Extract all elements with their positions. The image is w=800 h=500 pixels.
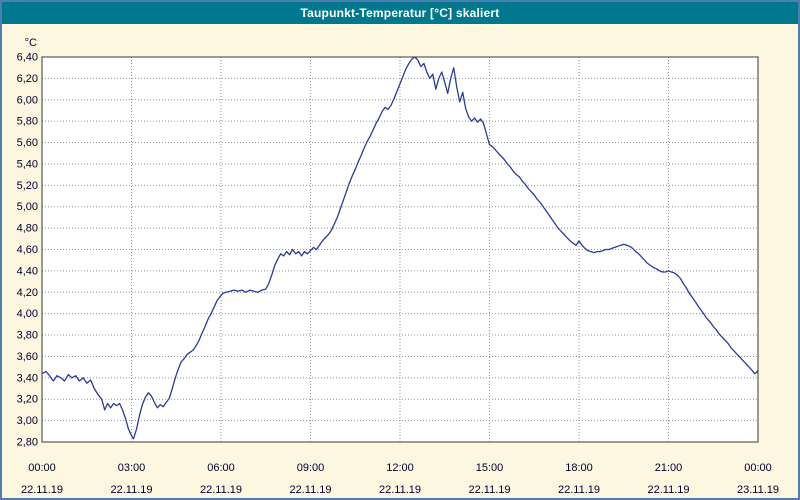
x-tick-time-label: 18:00	[565, 462, 593, 474]
x-tick-date-label: 22.11.19	[558, 484, 600, 496]
y-tick-label: 5,80	[17, 116, 38, 128]
y-tick-label: 3,60	[17, 351, 38, 363]
x-tick-time-label: 03:00	[118, 462, 146, 474]
line-chart: 2,80 3,00 3,20 3,40 3,60 3,80 4,00 4,20 4,40 4,60…	[17, 37, 779, 496]
x-tick-date-label: 22.11.19	[647, 484, 689, 496]
y-tick-label: 2,80	[17, 437, 38, 449]
y-tick-label: 3,00	[17, 415, 38, 427]
plot-border	[41, 56, 759, 443]
y-tick-label: 3,80	[17, 330, 38, 342]
x-tick-time-label: 06:00	[207, 462, 235, 474]
y-tick-label: 6,20	[17, 73, 38, 85]
y-tick-label: 4,40	[17, 265, 38, 277]
x-tick-time-label: 15:00	[476, 462, 504, 474]
x-tick-date-label: 22.11.19	[200, 484, 242, 496]
x-tick-time-label: 21:00	[655, 462, 683, 474]
x-tick-date-label: 23.11.19	[737, 484, 779, 496]
y-tick-label: 3,20	[17, 394, 38, 406]
y-tick-label: 5,20	[17, 180, 38, 192]
y-axis-unit-label: °C	[25, 37, 37, 49]
y-tick-label: 4,80	[17, 223, 38, 235]
x-tick-date-label: 22.11.19	[110, 484, 152, 496]
y-tick-label: 4,00	[17, 308, 38, 320]
y-tick-label: 6,40	[17, 52, 38, 64]
y-tick-label: 5,60	[17, 137, 38, 149]
x-tick-time-label: 00:00	[744, 462, 772, 474]
x-tick-time-label: 00:00	[28, 462, 56, 474]
y-tick-label: 4,20	[17, 287, 38, 299]
series-line	[41, 56, 759, 440]
y-tick-label: 6,00	[17, 94, 38, 106]
chart-area: 2,80 3,00 3,20 3,40 3,60 3,80 4,00 4,20 4,40 4,60…	[2, 24, 798, 498]
x-tick-date-label: 22.11.19	[21, 484, 63, 496]
y-tick-label: 5,00	[17, 201, 38, 213]
x-tick-time-label: 12:00	[386, 462, 414, 474]
x-tick-time-label: 09:00	[297, 462, 325, 474]
y-tick-label: 3,40	[17, 372, 38, 384]
x-tick-date-label: 22.11.19	[379, 484, 421, 496]
y-tick-label: 5,40	[17, 158, 38, 170]
x-tick-date-label: 22.11.19	[468, 484, 510, 496]
x-tick-date-label: 22.11.19	[289, 484, 331, 496]
y-tick-label: 4,60	[17, 244, 38, 256]
window-title: Taupunkt-Temperatur [°C] skaliert	[300, 6, 500, 20]
window-titlebar: Taupunkt-Temperatur [°C] skaliert	[2, 2, 798, 24]
